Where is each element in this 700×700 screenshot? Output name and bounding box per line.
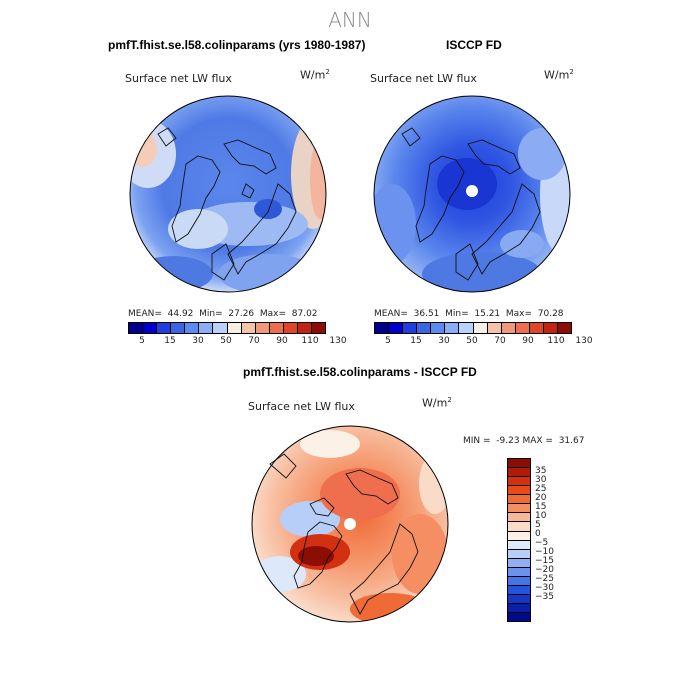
- colorbar-tick-label: 110: [547, 336, 565, 346]
- colorbar-swatch: [529, 323, 544, 333]
- colorbar-tick-label: −30: [535, 582, 554, 593]
- obs-stats: MEAN= 36.51 Min= 15.21 Max= 70.28: [374, 309, 564, 319]
- colorbar-tick-label: 30: [192, 336, 204, 346]
- colorbar-tick-label: −35: [535, 591, 554, 602]
- colorbar-tick-label: 90: [522, 336, 534, 346]
- diff-units-label: W/m2: [422, 396, 452, 410]
- colorbar-tick-label: 5: [385, 336, 391, 346]
- colorbar-swatch: [417, 323, 432, 333]
- diff-colorbar-ticks: 35 30 25 20 15 10 5 0 −5 −10 −15 −20 −25 −30 −35: [535, 458, 575, 620]
- colorbar-tick-label: −10: [535, 546, 554, 557]
- colorbar-tick-label: −25: [535, 573, 554, 584]
- colorbar-swatch: [508, 513, 530, 523]
- diff-panel-title: pmfT.fhist.se.l58.colinparams - ISCCP FD: [243, 365, 477, 379]
- colorbar-swatch: [508, 594, 530, 604]
- diff-variable-label: Surface net LW flux: [248, 400, 355, 413]
- colorbar-swatch: [508, 576, 530, 586]
- colorbar-tick-label: 0: [535, 528, 541, 539]
- colorbar-swatch: [213, 323, 228, 333]
- colorbar-swatch: [501, 323, 516, 333]
- colorbar-swatch: [508, 567, 530, 577]
- colorbar-swatch: [129, 323, 144, 333]
- diff-polar-map: [251, 425, 449, 623]
- obs-panel-title: ISCCP FD: [446, 38, 502, 52]
- colorbar-swatch: [445, 323, 460, 333]
- model-variable-label: Surface net LW flux: [125, 72, 232, 85]
- colorbar-tick-label: −15: [535, 555, 554, 566]
- colorbar-tick-label: 10: [535, 510, 547, 521]
- colorbar-swatch: [508, 495, 530, 505]
- colorbar-tick-label: 5: [535, 519, 541, 530]
- colorbar-swatch: [558, 323, 572, 333]
- colorbar-swatch: [459, 323, 474, 333]
- colorbar-swatch: [283, 323, 298, 333]
- colorbar-swatch: [157, 323, 172, 333]
- colorbar-swatch: [508, 540, 530, 550]
- colorbar-tick-label: 20: [535, 492, 547, 503]
- colorbar-swatch: [508, 522, 530, 532]
- colorbar-swatch: [487, 323, 502, 333]
- colorbar-swatch: [508, 459, 530, 469]
- colorbar-swatch: [431, 323, 446, 333]
- diff-stats: MIN = -9.23 MAX = 31.67: [463, 436, 585, 446]
- colorbar-swatch: [508, 585, 530, 595]
- colorbar-tick-label: 130: [575, 336, 593, 346]
- colorbar-tick-label: 50: [466, 336, 478, 346]
- colorbar-swatch: [508, 531, 530, 541]
- colorbar-swatch: [143, 323, 158, 333]
- colorbar-swatch: [297, 323, 313, 333]
- colorbar-tick-label: 30: [438, 336, 450, 346]
- colorbar-swatch: [515, 323, 530, 333]
- colorbar-swatch: [508, 604, 530, 614]
- colorbar-swatch: [269, 323, 284, 333]
- model-stats: MEAN= 44.92 Min= 27.26 Max= 87.02: [128, 309, 318, 319]
- colorbar-swatch: [241, 323, 256, 333]
- colorbar-swatch: [508, 558, 530, 568]
- obs-variable-label: Surface net LW flux: [370, 72, 477, 85]
- model-colorbar-ticks: 5 15 30 50 70 90 110 130: [128, 336, 346, 348]
- colorbar-tick-label: 15: [410, 336, 422, 346]
- obs-polar-map: [373, 95, 571, 293]
- colorbar-tick-label: 15: [535, 501, 547, 512]
- obs-colorbar-ticks: 5 15 30 50 70 90 110 130: [374, 336, 592, 348]
- colorbar-swatch: [508, 613, 530, 622]
- colorbar-swatch: [199, 323, 214, 333]
- colorbar-tick-label: 50: [220, 336, 232, 346]
- colorbar-swatch: [508, 468, 530, 478]
- colorbar-swatch: [473, 323, 488, 333]
- colorbar-swatch: [508, 504, 530, 514]
- model-panel-title: pmfT.fhist.se.l58.colinparams (yrs 1980-…: [108, 38, 366, 52]
- colorbar-swatch: [312, 323, 326, 333]
- colorbar-swatch: [508, 477, 530, 487]
- model-colorbar: [128, 322, 326, 334]
- colorbar-swatch: [255, 323, 270, 333]
- obs-colorbar: [374, 322, 572, 334]
- colorbar-tick-label: 25: [535, 483, 547, 494]
- diff-colorbar: [507, 458, 531, 622]
- colorbar-swatch: [375, 323, 390, 333]
- colorbar-tick-label: 130: [329, 336, 347, 346]
- colorbar-swatch: [389, 323, 404, 333]
- colorbar-tick-label: 35: [535, 465, 547, 476]
- model-polar-map: [129, 95, 327, 293]
- colorbar-swatch: [171, 323, 186, 333]
- colorbar-tick-label: 70: [494, 336, 506, 346]
- figure-season-title: ANN: [328, 8, 372, 32]
- colorbar-swatch: [508, 549, 530, 559]
- colorbar-tick-label: −5: [535, 537, 549, 548]
- model-units-label: W/m2: [300, 68, 330, 82]
- colorbar-swatch: [227, 323, 242, 333]
- colorbar-tick-label: 5: [139, 336, 145, 346]
- colorbar-tick-label: 30: [535, 474, 547, 485]
- colorbar-swatch: [185, 323, 200, 333]
- colorbar-swatch: [508, 486, 530, 496]
- colorbar-tick-label: 90: [276, 336, 288, 346]
- colorbar-swatch: [543, 323, 559, 333]
- obs-units-label: W/m2: [544, 68, 574, 82]
- colorbar-tick-label: 15: [164, 336, 176, 346]
- colorbar-tick-label: −20: [535, 564, 554, 575]
- colorbar-tick-label: 70: [248, 336, 260, 346]
- colorbar-swatch: [403, 323, 418, 333]
- colorbar-tick-label: 110: [301, 336, 319, 346]
